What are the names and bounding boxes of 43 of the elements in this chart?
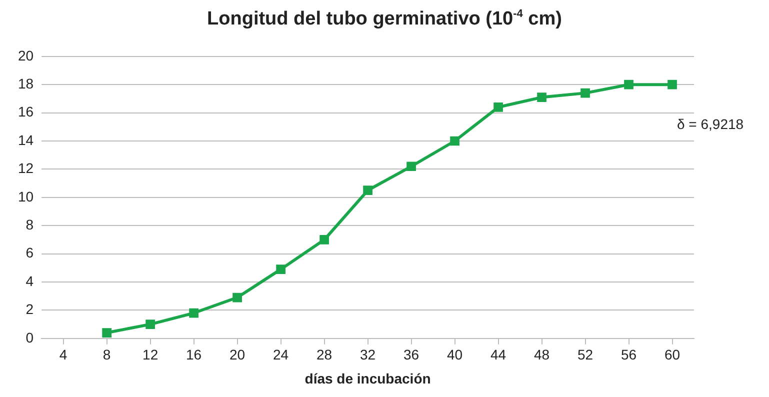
x-axis-title: días de incubación xyxy=(304,370,431,386)
x-tick-label: 12 xyxy=(142,346,158,363)
x-tick-label: 36 xyxy=(403,346,420,363)
y-tick-label: 10 xyxy=(18,188,34,204)
x-tick-label: 56 xyxy=(620,346,637,363)
y-tick-label: 20 xyxy=(18,47,34,64)
point xyxy=(580,88,590,98)
x-tick-label: 60 xyxy=(664,346,680,363)
point xyxy=(363,186,372,196)
point xyxy=(450,136,460,146)
point xyxy=(668,80,677,90)
annotation: δ = 6,9218 xyxy=(677,116,744,132)
y-tick-label: 0 xyxy=(26,329,34,346)
x-tick-label: 44 xyxy=(490,346,506,363)
y-tick-label: 12 xyxy=(18,160,34,176)
x-tick-label: 28 xyxy=(316,346,332,363)
point xyxy=(146,320,155,329)
x-tick-label: 24 xyxy=(273,346,289,363)
x-tick-label: 16 xyxy=(186,346,202,363)
x-tick-label: 40 xyxy=(446,346,463,363)
x-tick-label: 32 xyxy=(360,346,376,363)
point xyxy=(494,102,503,112)
y-tick-label: 2 xyxy=(26,301,34,318)
y-tick-label: 6 xyxy=(26,244,34,261)
point xyxy=(624,80,634,90)
chart-title: Longitud del tubo germinativo (10$^{-4}$ cm) xyxy=(206,8,563,30)
point xyxy=(320,235,329,244)
y-tick-label: 14 xyxy=(18,132,34,148)
point xyxy=(232,292,242,302)
point xyxy=(276,264,286,274)
x-tick-label: 4 xyxy=(59,346,68,363)
y-tick-label: 16 xyxy=(18,104,34,120)
point xyxy=(537,92,546,102)
point xyxy=(406,162,416,172)
y-tick-label: 18 xyxy=(18,75,34,92)
x-tick-label: 48 xyxy=(534,346,550,363)
y-tick-label: 4 xyxy=(26,272,34,289)
x-tick-label: 8 xyxy=(102,346,111,363)
x-tick-label: 52 xyxy=(577,346,594,363)
point xyxy=(189,308,198,318)
y-tick-label: 8 xyxy=(26,216,34,232)
x-tick-label: 20 xyxy=(230,346,246,363)
point xyxy=(102,328,112,338)
